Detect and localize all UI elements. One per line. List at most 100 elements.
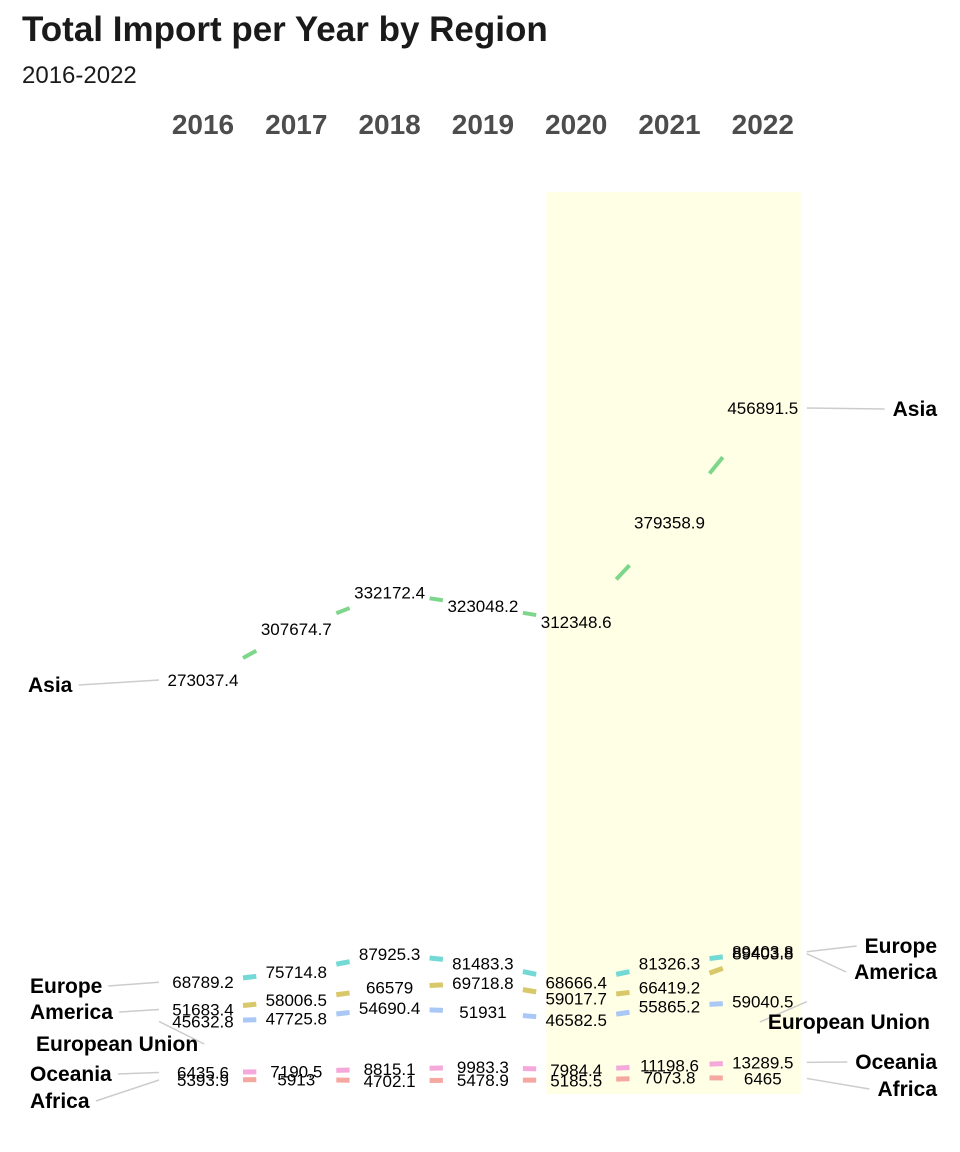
- value-label-oceania-2017: 7190.5: [270, 1062, 322, 1081]
- value-label-africa-2019: 5478.9: [457, 1071, 509, 1090]
- region-label-left-asia: Asia: [28, 674, 73, 697]
- region-label-right-america: America: [854, 961, 937, 984]
- connector-right-asia: [806, 407, 885, 410]
- line-segment-america-2017: [335, 990, 350, 998]
- line-segment-europe-2018: [429, 955, 444, 962]
- value-label-africa-2021: 7073.8: [644, 1069, 696, 1088]
- value-label-oceania-2022: 13289.5: [732, 1053, 793, 1072]
- line-segment-america-2018: [429, 982, 444, 988]
- line-segment-european-union-2021: [709, 1001, 723, 1007]
- value-label-america-2021: 66419.2: [639, 979, 700, 998]
- line-segment-asia-2017: [335, 606, 351, 616]
- value-label-european-union-2016: 45632.8: [172, 1012, 233, 1031]
- value-label-africa-2020: 5185.5: [550, 1071, 602, 1090]
- year-label-2019: 2019: [452, 109, 514, 140]
- value-label-asia-2022: 456891.5: [727, 399, 798, 418]
- line-segment-europe-2016: [242, 973, 257, 981]
- line-segment-european-union-2018: [429, 1007, 444, 1013]
- value-label-asia-2018: 332172.4: [354, 584, 425, 603]
- connector-right-africa: [806, 1077, 870, 1090]
- chart-title: Total Import per Year by Region: [22, 10, 548, 49]
- value-label-africa-2017: 5913: [277, 1070, 315, 1089]
- line-segment-asia-2018: [429, 596, 444, 603]
- connector-right-europe: [806, 945, 857, 953]
- value-label-europe-2018: 87925.3: [359, 945, 420, 964]
- line-segment-asia-2021: [707, 455, 725, 475]
- value-label-america-2020: 59017.7: [545, 990, 606, 1009]
- line-segment-america-2016: [242, 1001, 257, 1009]
- line-segment-america-2020: [615, 989, 630, 997]
- value-label-africa-2016: 5393.9: [177, 1071, 229, 1090]
- value-label-oceania-2021: 11198.6: [640, 1056, 699, 1075]
- value-label-america-2016: 51683.4: [172, 1001, 233, 1020]
- value-label-europe-2016: 68789.2: [172, 973, 233, 992]
- value-label-oceania-2016: 6435.6: [177, 1063, 229, 1082]
- value-label-america-2017: 58006.5: [266, 991, 327, 1010]
- value-label-asia-2016: 273037.4: [168, 671, 239, 690]
- line-segment-european-union-2019: [522, 1013, 537, 1020]
- line-segment-asia-2016: [242, 648, 258, 660]
- value-label-asia-2019: 323048.2: [447, 597, 518, 616]
- value-label-europe-2022: 89403.8: [732, 943, 793, 962]
- value-label-oceania-2020: 7984.4: [550, 1061, 602, 1080]
- value-label-europe-2017: 75714.8: [266, 963, 327, 982]
- connector-right-america: [806, 953, 847, 973]
- value-label-oceania-2019: 9983.3: [457, 1058, 509, 1077]
- value-label-european-union-2019: 51931: [459, 1003, 506, 1022]
- value-label-europe-2020: 68666.4: [545, 973, 606, 992]
- region-label-right-africa: Africa: [877, 1078, 937, 1101]
- year-label-2016: 2016: [172, 109, 234, 140]
- value-label-asia-2021: 379358.9: [634, 514, 705, 533]
- connector-left-oceania: [118, 1071, 160, 1075]
- line-segment-america-2019: [522, 987, 537, 995]
- region-label-left-europe: Europe: [30, 975, 102, 998]
- line-segment-europe-2019: [522, 969, 537, 977]
- line-segment-european-union-2020: [615, 1009, 630, 1017]
- year-label-2017: 2017: [265, 109, 327, 140]
- year-label-2018: 2018: [358, 109, 420, 140]
- region-label-left-africa: Africa: [30, 1090, 90, 1113]
- value-label-america-2018: 66579: [366, 978, 413, 997]
- region-label-right-asia: Asia: [893, 398, 938, 421]
- connector-left-africa: [95, 1079, 160, 1102]
- region-label-right-oceania: Oceania: [855, 1051, 937, 1074]
- value-label-africa-2018: 4702.1: [364, 1072, 416, 1091]
- year-label-2022: 2022: [732, 109, 794, 140]
- region-label-right-european-union: European Union: [768, 1011, 930, 1034]
- value-label-european-union-2022: 59040.5: [732, 993, 793, 1012]
- highlight-band: [546, 192, 801, 1094]
- line-segment-asia-2019: [522, 610, 537, 618]
- connector-left-european-union: [158, 1020, 205, 1045]
- value-label-european-union-2018: 54690.4: [359, 999, 420, 1018]
- line-segment-oceania-2020: [616, 1064, 630, 1071]
- region-label-right-europe: Europe: [865, 935, 937, 958]
- connector-left-asia: [78, 679, 160, 686]
- region-label-left-oceania: Oceania: [30, 1063, 112, 1086]
- value-label-europe-2019: 81483.3: [452, 954, 513, 973]
- chart-subtitle: 2016-2022: [22, 62, 137, 89]
- line-segment-european-union-2017: [336, 1010, 350, 1017]
- line-segment-europe-2017: [335, 959, 351, 967]
- year-label-2021: 2021: [638, 109, 700, 140]
- connector-left-america: [119, 1008, 160, 1013]
- value-label-european-union-2021: 55865.2: [639, 997, 700, 1016]
- value-label-europe-2021: 81326.3: [639, 955, 700, 974]
- year-label-2020: 2020: [545, 109, 607, 140]
- value-label-africa-2022: 6465: [744, 1069, 782, 1088]
- value-label-european-union-2017: 47725.8: [266, 1009, 327, 1028]
- region-label-left-america: America: [30, 1001, 113, 1024]
- line-segment-europe-2020: [615, 969, 630, 977]
- value-label-asia-2020: 312348.6: [541, 613, 612, 632]
- line-segment-america-2021: [708, 965, 724, 976]
- value-label-asia-2017: 307674.7: [261, 620, 332, 639]
- connector-right-european-union: [759, 1000, 808, 1023]
- line-segment-asia-2020: [614, 563, 631, 581]
- value-label-america-2019: 69718.8: [452, 974, 513, 993]
- line-segment-europe-2021: [709, 954, 724, 962]
- region-label-left-european-union: European Union: [36, 1033, 198, 1056]
- connector-left-europe: [108, 981, 160, 987]
- value-label-oceania-2018: 8815.1: [364, 1060, 416, 1079]
- value-label-america-2022: 89403.8: [732, 945, 793, 964]
- value-label-european-union-2020: 46582.5: [545, 1011, 606, 1030]
